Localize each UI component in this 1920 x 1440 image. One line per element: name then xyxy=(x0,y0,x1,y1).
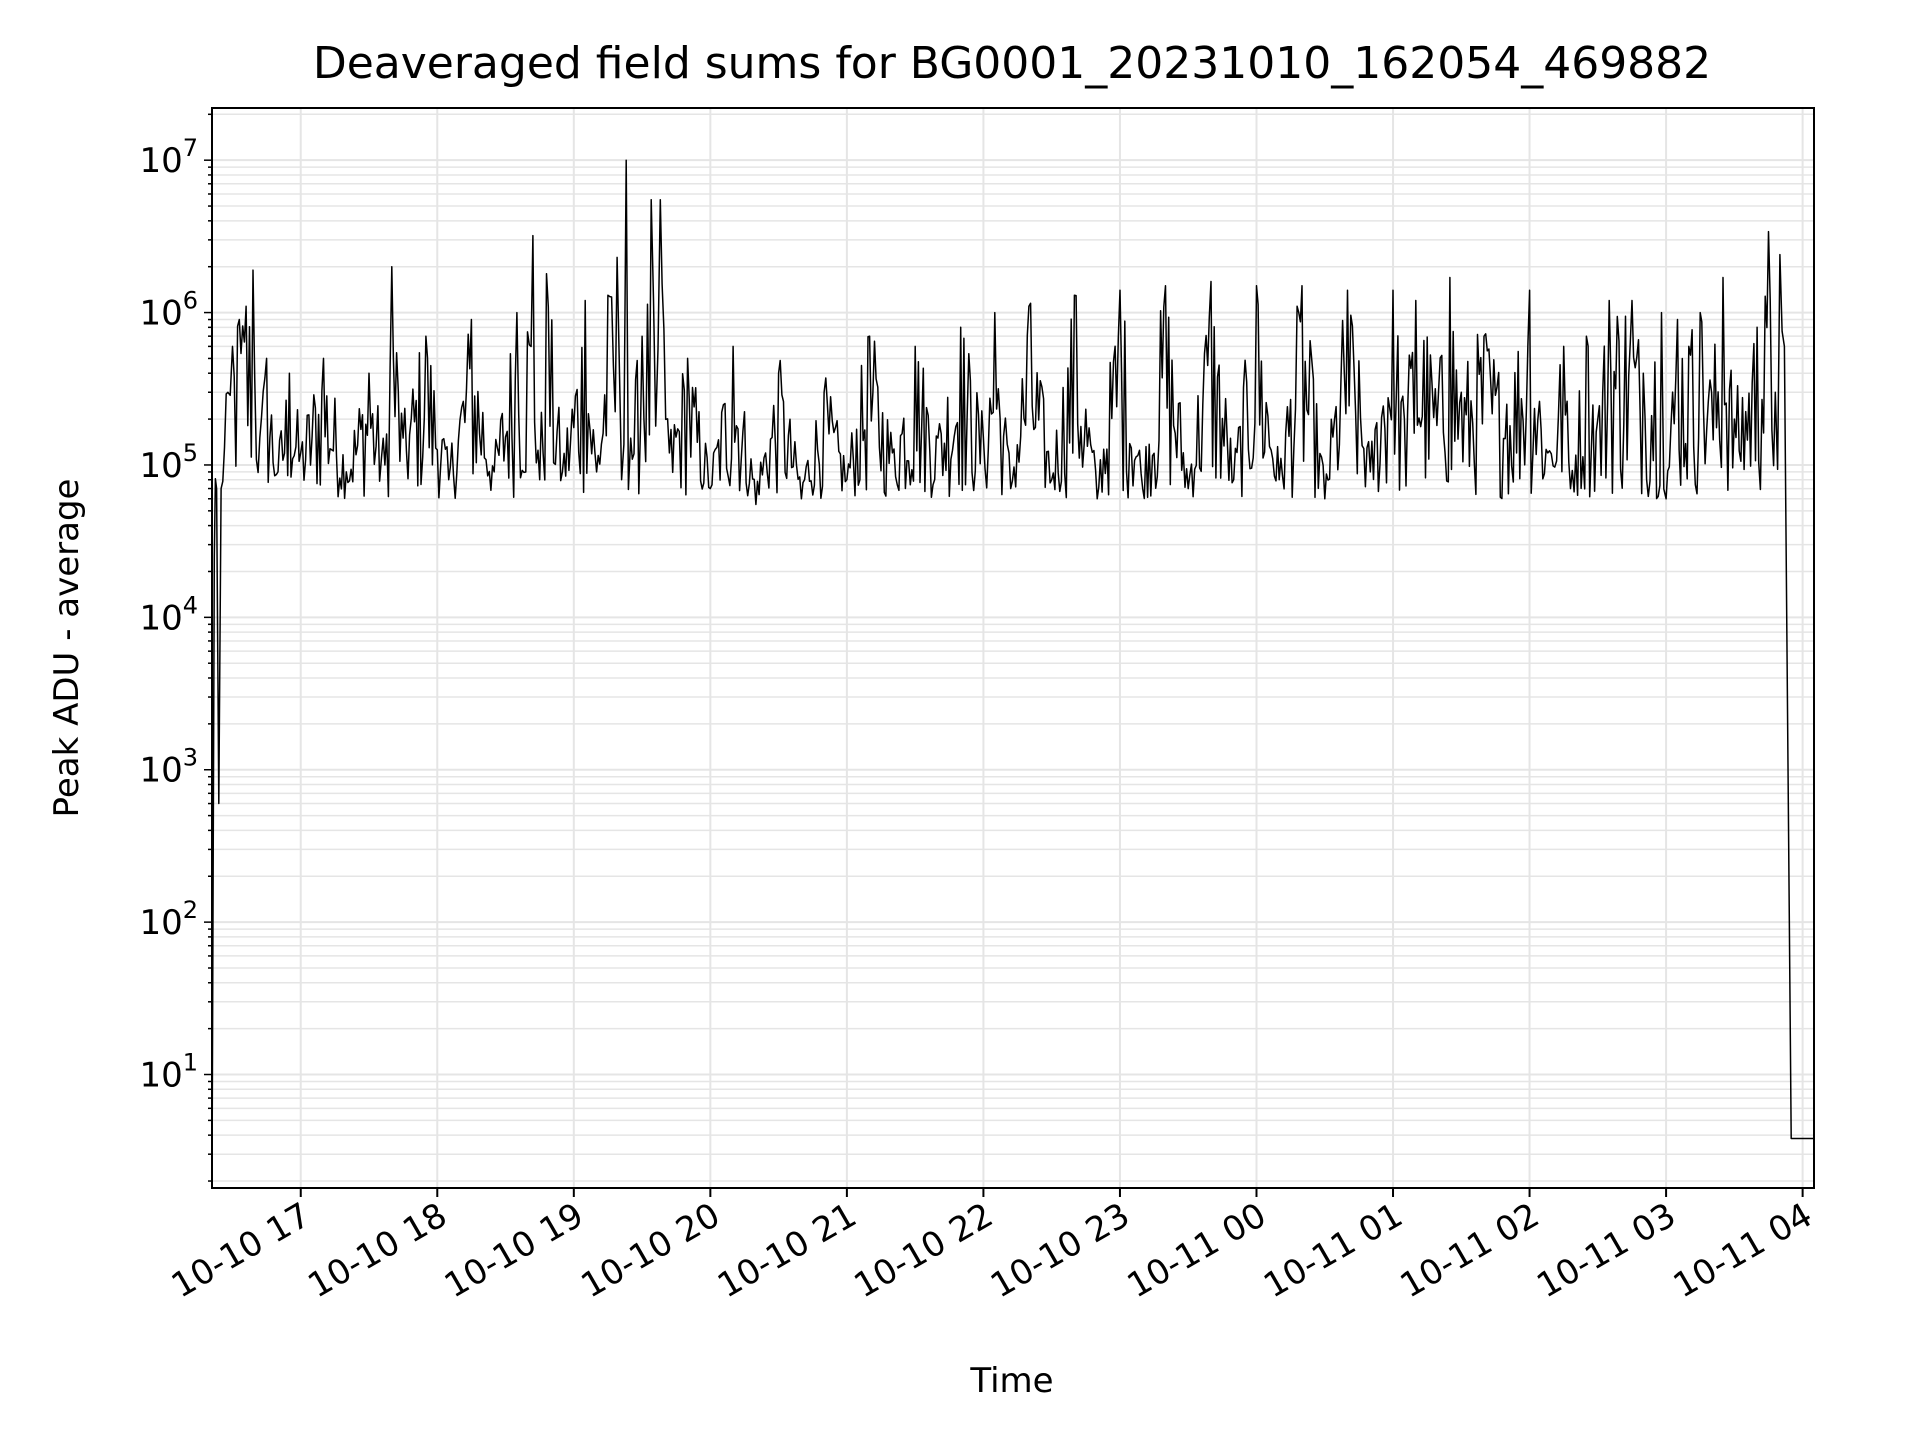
grid-lines xyxy=(212,108,1814,1188)
x-tick-label: 10-10 22 xyxy=(848,1195,1000,1306)
y-tick-base: 10 xyxy=(139,751,182,791)
y-tick-label: 104 xyxy=(139,591,198,638)
y-tick-label: 106 xyxy=(139,287,198,334)
y-tick-label: 107 xyxy=(139,134,198,181)
x-tick-label: 10-10 21 xyxy=(711,1195,863,1306)
y-tick-label: 105 xyxy=(139,439,198,486)
y-tick-base: 10 xyxy=(139,1056,182,1096)
x-tick-label: 10-11 00 xyxy=(1121,1195,1273,1306)
y-tick-base: 10 xyxy=(139,294,182,334)
y-tick-exponent: 3 xyxy=(183,744,198,772)
plot-area xyxy=(212,108,1814,1188)
x-tick-label: 10-11 01 xyxy=(1257,1195,1409,1306)
y-tick-exponent: 5 xyxy=(183,439,198,467)
y-tick-base: 10 xyxy=(139,598,182,638)
y-tick-exponent: 7 xyxy=(183,134,198,162)
y-tick-base: 10 xyxy=(139,446,182,486)
y-tick-label: 102 xyxy=(139,896,198,943)
y-axis-label: Peak ADU - average xyxy=(47,479,87,818)
y-tick-base: 10 xyxy=(139,141,182,181)
x-tick-label: 10-10 19 xyxy=(438,1195,590,1306)
x-axis-label: Time xyxy=(969,1361,1053,1401)
x-tick-label: 10-11 03 xyxy=(1530,1195,1682,1306)
y-tick-label: 101 xyxy=(139,1049,198,1096)
x-tick-label: 10-10 17 xyxy=(165,1195,317,1306)
y-tick-label: 103 xyxy=(139,744,198,791)
x-tick-label: 10-11 04 xyxy=(1667,1195,1819,1306)
y-tick-exponent: 2 xyxy=(183,896,198,924)
series-line xyxy=(211,159,1814,1189)
plot-frame xyxy=(211,107,1815,1189)
y-tick-exponent: 4 xyxy=(183,591,198,619)
chart-title: Deaveraged field sums for BG0001_2023101… xyxy=(313,38,1711,89)
y-tick-exponent: 1 xyxy=(183,1049,198,1077)
y-tick-exponent: 6 xyxy=(183,287,198,315)
x-tick-label: 10-11 02 xyxy=(1394,1195,1546,1306)
x-tick-label: 10-10 20 xyxy=(574,1195,726,1306)
x-tick-label: 10-10 23 xyxy=(984,1195,1136,1306)
x-tick-label: 10-10 18 xyxy=(301,1195,453,1306)
y-tick-base: 10 xyxy=(139,903,182,943)
